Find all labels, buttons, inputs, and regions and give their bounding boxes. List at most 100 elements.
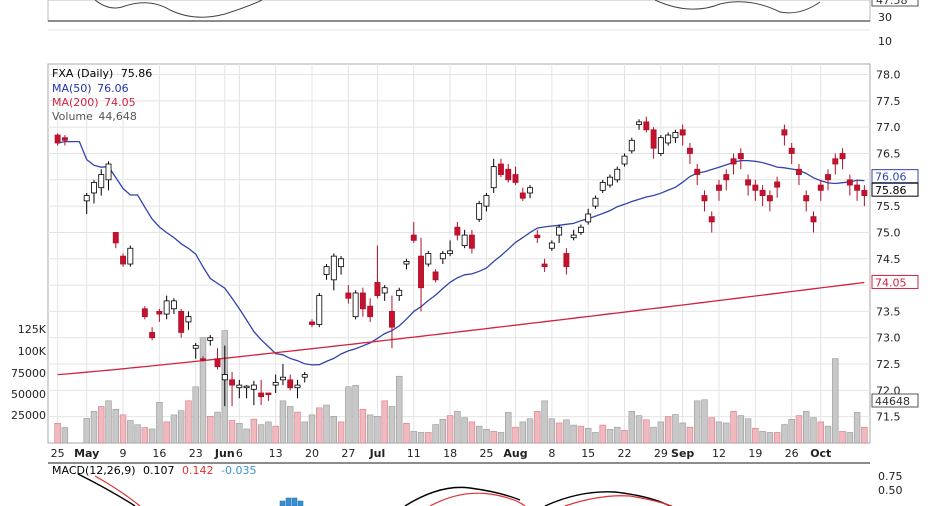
volume-bar xyxy=(105,400,112,444)
candle-body xyxy=(120,255,126,265)
candle-body xyxy=(279,376,286,381)
volume-bar xyxy=(752,427,759,444)
volume-bar xyxy=(715,421,723,444)
candle-body xyxy=(381,287,388,294)
candle-body xyxy=(250,384,257,390)
price-tick-label: 73.5 xyxy=(876,305,901,318)
candle-body xyxy=(403,260,410,265)
macd-histogram-bar xyxy=(297,500,304,506)
candle-body xyxy=(396,289,403,297)
legend-volume: Volume 44,648 xyxy=(52,110,137,123)
candle-body xyxy=(112,232,119,244)
candle-body xyxy=(432,271,439,281)
legend-volume-label: Volume xyxy=(52,110,93,123)
volume-bar xyxy=(352,385,359,444)
candle-body xyxy=(701,195,708,202)
candle-body xyxy=(577,226,584,233)
candle-body xyxy=(694,168,701,175)
candle-body xyxy=(91,182,97,194)
candle-body xyxy=(178,311,185,333)
macd-signal-line xyxy=(94,475,141,506)
volume-bar xyxy=(606,428,614,444)
ma50-flag xyxy=(871,169,919,184)
volume-bar xyxy=(396,375,403,444)
macd-legend: MACD(12,26,9) 0.107 0.142 -0.035 xyxy=(52,464,257,477)
candle-body xyxy=(534,234,541,239)
candle-body xyxy=(570,234,577,239)
date-tick-label: 19 xyxy=(748,447,762,460)
date-tick-label: 18 xyxy=(443,447,457,460)
volume-bar xyxy=(425,432,432,444)
candle-body xyxy=(229,379,236,386)
volume-bar xyxy=(148,428,156,444)
date-tick-label: Sep xyxy=(671,447,694,460)
moving-average-lines xyxy=(57,140,865,506)
candle-body xyxy=(316,295,323,325)
volume-bar xyxy=(563,419,570,444)
volume-bar xyxy=(207,415,214,444)
candle-body xyxy=(221,374,228,381)
volume-bar xyxy=(54,423,61,444)
volume-bar xyxy=(534,411,541,444)
date-tick-label: 27 xyxy=(341,447,355,460)
volume-bar xyxy=(214,411,221,444)
volume-tick-label: 50000 xyxy=(11,388,46,401)
ma200-line xyxy=(57,281,865,376)
price-tick-label: 75.5 xyxy=(876,200,901,213)
date-tick-label: 6 xyxy=(236,447,243,460)
volume-bar xyxy=(330,415,338,444)
volume-tick-label: 125K xyxy=(18,323,47,336)
volume-bar xyxy=(185,400,192,444)
date-tick-label: Oct xyxy=(810,447,831,460)
volume-bar xyxy=(374,415,381,444)
top-panel-flag xyxy=(871,0,919,7)
candle-body xyxy=(505,168,512,181)
top-panel-indicator-line xyxy=(94,0,263,18)
volume-bar xyxy=(570,424,577,444)
candle-body xyxy=(265,392,272,395)
candle-body xyxy=(512,174,519,183)
ma50-flag-value: 76.06 xyxy=(875,171,907,184)
candle-body xyxy=(607,176,613,186)
volume-bar xyxy=(279,400,287,444)
candle-body xyxy=(723,174,730,181)
volume-bar xyxy=(853,412,861,444)
candle-body xyxy=(527,187,533,194)
candle-body xyxy=(657,137,664,154)
candle-body xyxy=(156,311,163,315)
volume-bar xyxy=(257,424,265,444)
volume-bar xyxy=(730,411,737,444)
volume-bar xyxy=(817,421,824,444)
legend-ma200: MA(200) 74.05 xyxy=(52,96,136,109)
price-tick-label: 77.5 xyxy=(876,95,901,108)
macd-signal-line-3 xyxy=(564,495,673,506)
date-tick-label: 26 xyxy=(785,447,799,460)
date-tick-label: 22 xyxy=(618,447,632,460)
volume-bar xyxy=(846,432,854,444)
candle-body xyxy=(745,179,752,186)
candle-body xyxy=(556,226,563,236)
candle-body xyxy=(98,174,105,189)
candle-body xyxy=(439,253,446,260)
candle-body xyxy=(614,168,621,181)
volume-bar xyxy=(744,418,752,444)
chart-axes: 301047.5878.077.577.076.576.075.575.074.… xyxy=(11,0,919,497)
date-tick-label: Jun xyxy=(214,447,235,460)
candle-body xyxy=(490,166,497,189)
top-panel-flag-value: 47.58 xyxy=(876,0,908,7)
candle-body xyxy=(621,155,628,165)
candle-body xyxy=(185,316,192,323)
volume-bar xyxy=(61,427,69,444)
volume-bar xyxy=(294,411,301,444)
price-tick-label: 77.0 xyxy=(876,121,901,134)
candle-body xyxy=(548,242,555,249)
price-tick-label: 72.5 xyxy=(876,358,901,371)
date-tick-label: Jul xyxy=(369,447,386,460)
candle-body xyxy=(418,255,424,289)
volume-bar xyxy=(337,421,345,444)
volume-bar xyxy=(664,416,672,444)
volume-bar xyxy=(316,407,323,444)
candle-body xyxy=(599,182,606,191)
price-panel-frame xyxy=(47,63,871,444)
volume-bar xyxy=(250,418,258,444)
